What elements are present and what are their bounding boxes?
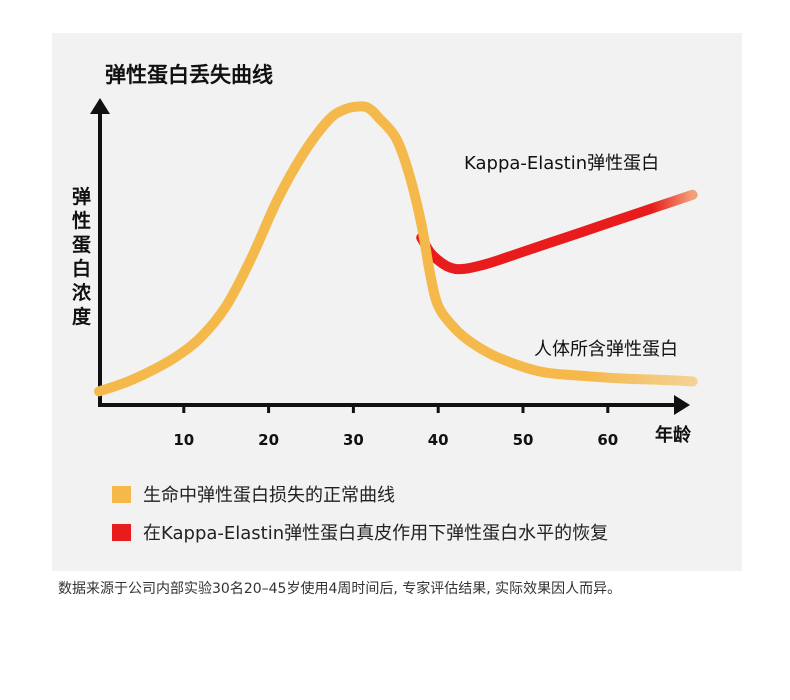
x-tick-label: 60 bbox=[597, 431, 618, 449]
chart-panel: 弹性蛋白丢失曲线 弹性蛋白浓度 10 20 30 40 50 60 年龄 Kappa-El… bbox=[52, 33, 742, 571]
y-axis-label-char: 度 bbox=[72, 305, 92, 328]
y-axis-label-char: 白 bbox=[72, 257, 91, 280]
legend-label-kappa: 在Kappa-Elastin弹性蛋白真皮作用下弹性蛋白水平的恢复 bbox=[143, 523, 609, 544]
chart-title: 弹性蛋白丢失曲线 bbox=[105, 63, 273, 87]
legend-swatch-kappa bbox=[112, 523, 131, 541]
legend-item-normal: 生命中弹性蛋白损失的正常曲线 bbox=[112, 481, 395, 507]
x-tick-label: 20 bbox=[258, 431, 279, 449]
footnote: 数据来源于公司内部实验30名20–45岁使用4周时间后, 专家评估结果, 实际效… bbox=[58, 581, 622, 597]
legend-item-kappa: 在Kappa-Elastin弹性蛋白真皮作用下弹性蛋白水平的恢复 bbox=[112, 519, 608, 545]
x-tick-label: 30 bbox=[343, 431, 364, 449]
series-line-normal bbox=[94, 101, 698, 397]
y-axis-arrow bbox=[90, 98, 110, 114]
series-line-kappa bbox=[416, 189, 698, 275]
x-tick-label: 50 bbox=[513, 431, 534, 449]
legend-swatch-normal bbox=[112, 485, 131, 503]
series-lines bbox=[94, 101, 698, 397]
x-ticks: 10 20 30 40 50 60 bbox=[173, 405, 618, 449]
y-axis-label-char: 弹 bbox=[72, 185, 91, 208]
series-annotation-kappa: Kappa-Elastin弹性蛋白 bbox=[464, 153, 659, 174]
axes bbox=[90, 98, 690, 415]
x-tick-label: 40 bbox=[428, 431, 449, 449]
y-axis-label-char: 蛋 bbox=[72, 234, 91, 256]
x-axis-arrow bbox=[674, 395, 690, 415]
y-axis-label-char: 浓 bbox=[72, 282, 92, 304]
x-tick-label: 10 bbox=[173, 431, 194, 449]
x-axis-label: 年龄 bbox=[655, 424, 692, 446]
y-axis-label-char: 性 bbox=[72, 209, 91, 232]
series-annotation-normal: 人体所含弹性蛋白 bbox=[534, 339, 678, 360]
legend-label-normal: 生命中弹性蛋白损失的正常曲线 bbox=[143, 485, 395, 506]
